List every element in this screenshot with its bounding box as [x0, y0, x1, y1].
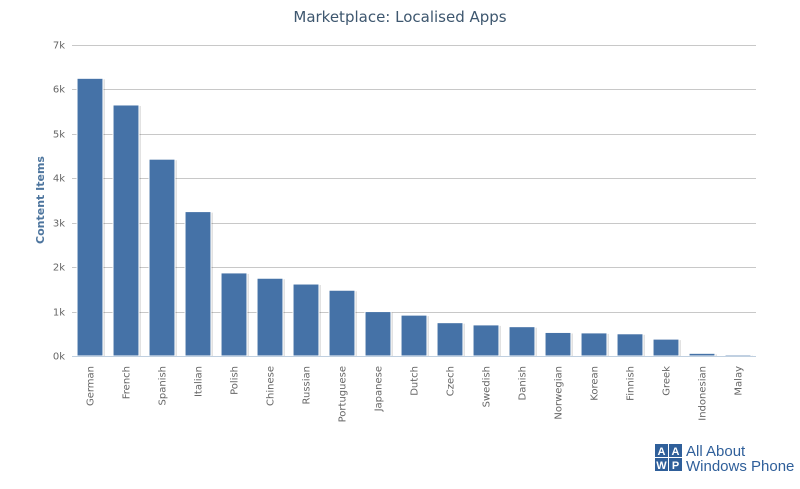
x-tick-label-japanese: Japanese — [374, 366, 385, 412]
x-tick-label-russian: Russian — [302, 366, 313, 405]
x-tick-label-korean: Korean — [590, 366, 601, 401]
x-tick-label-chinese: Chinese — [266, 366, 277, 406]
y-tick-label-7: 7k — [53, 41, 65, 52]
bar-portuguese — [328, 289, 356, 357]
logo-letter-2: A — [672, 446, 680, 458]
x-tick-label-czech: Czech — [446, 366, 457, 396]
x-tick-label-norwegian: Norwegian — [554, 366, 565, 420]
bar-korean — [580, 332, 608, 357]
logo-letter-1: A — [658, 446, 666, 458]
bar-italian — [184, 211, 212, 357]
y-tick-label-1: 1k — [53, 308, 65, 319]
bar-polish — [220, 272, 248, 357]
logo-letter-3: W — [656, 460, 667, 472]
y-axis-label: Content Items — [34, 156, 47, 244]
bar-indonesian — [688, 352, 716, 357]
bar-finnish — [616, 333, 644, 357]
logo-line-1: All About — [686, 443, 746, 460]
bars — [76, 77, 753, 358]
x-tick-label-portuguese: Portuguese — [338, 366, 349, 422]
x-tick-label-indonesian: Indonesian — [698, 366, 709, 421]
x-tick-label-danish: Danish — [518, 366, 529, 401]
x-tick-label-finnish: Finnish — [626, 366, 637, 401]
logo-tile-1 — [655, 444, 668, 457]
bar-dutch — [400, 314, 428, 357]
x-tick-label-swedish: Swedish — [482, 366, 493, 407]
y-axis-ticks: 0k 1k 2k 3k 4k 5k 6k 7k — [53, 41, 65, 363]
logo-letter-4: P — [672, 460, 679, 472]
x-tick-label-polish: Polish — [230, 366, 241, 395]
y-tick-label-5: 5k — [53, 130, 65, 141]
logo-line-2: Windows Phone — [686, 458, 794, 475]
y-tick-label-3: 3k — [53, 219, 65, 230]
y-tick-label-6: 6k — [53, 85, 65, 96]
bar-japanese — [364, 311, 392, 357]
bar-spanish — [148, 158, 176, 357]
bar-german — [76, 77, 104, 357]
bar-swedish — [472, 324, 500, 357]
bar-malay — [724, 354, 752, 357]
chart-title: Marketplace: Localised Apps — [293, 8, 506, 26]
x-tick-label-greek: Greek — [662, 366, 673, 396]
x-axis-ticks: German French Spanish Italian Polish Chinese R… — [86, 366, 745, 423]
x-tick-label-dutch: Dutch — [410, 366, 421, 396]
x-tick-label-french: French — [122, 366, 133, 399]
logo-tile-4 — [669, 458, 682, 471]
bar-french — [112, 104, 140, 357]
bar-norwegian — [544, 331, 572, 357]
x-tick-label-italian: Italian — [194, 366, 205, 397]
x-tick-label-malay: Malay — [734, 366, 745, 396]
bar-russian — [292, 283, 320, 357]
y-tick-label-2: 2k — [53, 263, 65, 274]
all-about-windows-phone-logo: A A W P All About Windows Phone — [655, 443, 794, 475]
y-tick-label-0: 0k — [53, 352, 65, 363]
bar-greek — [652, 338, 680, 357]
bar-czech — [436, 322, 464, 357]
x-tick-label-german: German — [86, 366, 97, 406]
bar-danish — [508, 326, 536, 357]
logo-tile-2 — [669, 444, 682, 457]
logo-tile-3 — [655, 458, 668, 471]
y-tick-label-4: 4k — [53, 174, 65, 185]
bar-chinese — [256, 277, 284, 357]
x-tick-label-spanish: Spanish — [158, 366, 169, 406]
